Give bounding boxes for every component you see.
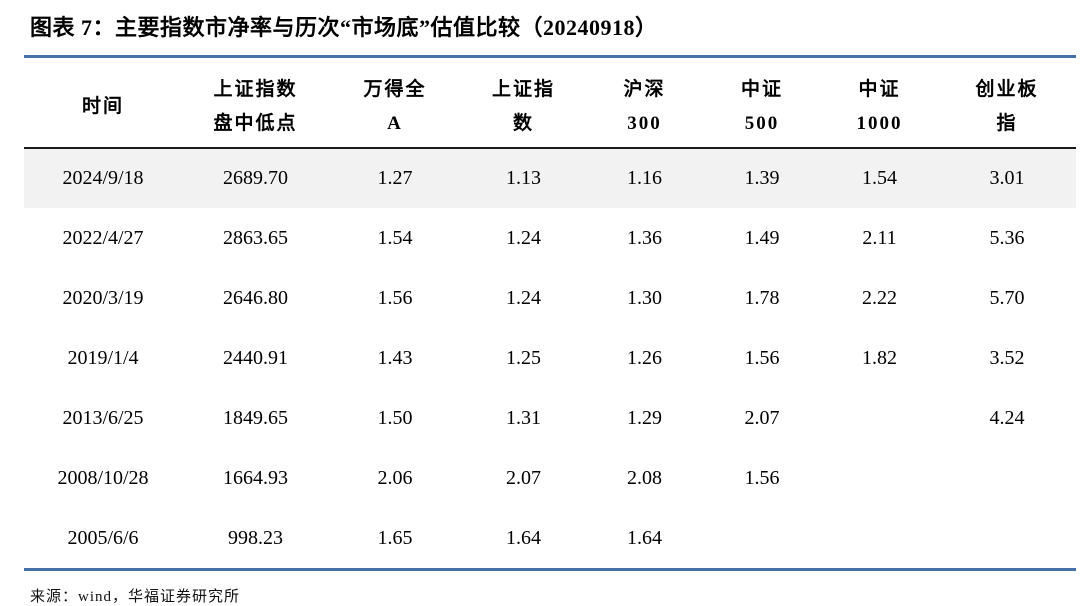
valuation-table: 时间 上证指数 盘中低点 万得全 A 上证指数沪深 300 中证 500 中证 1000 创业板指 2…: [24, 66, 1076, 568]
figure-title: 图表 7：主要指数市净率与历次“市场底”估值比较（20240918）: [30, 15, 658, 40]
value-cell: 1.54: [862, 167, 897, 189]
value-cell: 3.52: [989, 346, 1025, 369]
column-header: 中证 1000: [821, 66, 938, 149]
column-header-line: 中证: [740, 79, 783, 101]
value-cell: 1.49: [744, 226, 780, 249]
bottom-accent-rule: [24, 568, 1076, 571]
value-cell: 5.36: [989, 226, 1025, 249]
value-cell: [821, 388, 938, 448]
date-cell: 2005/6/6: [67, 526, 139, 549]
value-cell: 1.65: [377, 526, 413, 549]
table-row: 2024/9/18 2689.70 1.27 1.13 1.16 1.39 1.54 3.01: [24, 148, 1076, 208]
value-cell: 2689.70: [223, 167, 288, 189]
value-cell: 1.64: [627, 526, 662, 549]
value-cell: 1849.65: [223, 406, 288, 429]
value-cell: 1.39: [744, 167, 780, 189]
value-cell: 1.54: [377, 226, 413, 249]
column-header-line: 上证指数: [213, 79, 298, 101]
date-cell: 2024/9/18: [62, 167, 144, 189]
value-cell: [821, 448, 938, 508]
column-header: 时间: [24, 66, 182, 149]
value-cell: 1.27: [377, 167, 413, 189]
value-cell: 2.22: [862, 286, 897, 309]
value-cell: 1.29: [627, 406, 662, 429]
header-row: 时间 上证指数 盘中低点 万得全 A 上证指数沪深 300 中证 500 中证 1000 创业板指: [24, 66, 1076, 149]
table-body: 2024/9/18 2689.70 1.27 1.13 1.16 1.39 1.54 3.01…: [24, 148, 1076, 568]
value-cell: 4.24: [989, 406, 1025, 429]
value-cell: 1.13: [506, 167, 541, 189]
value-cell: 1.16: [627, 167, 662, 189]
table-row: 2008/10/28 1664.93 2.06 2.07 2.08 1.56: [24, 448, 1076, 508]
value-cell: 1664.93: [223, 466, 288, 489]
table-row: 2005/6/6 998.23 1.65 1.64 1.64: [24, 508, 1076, 568]
value-cell: [821, 508, 938, 568]
value-cell: 1.56: [744, 466, 780, 489]
column-header-line: 300: [627, 112, 662, 134]
value-cell: 1.64: [506, 526, 541, 549]
column-header: 上证指数: [461, 66, 586, 149]
column-header-line: 上证指: [491, 79, 555, 101]
value-cell: [703, 508, 821, 568]
value-cell: [938, 448, 1076, 508]
column-header-line: 指: [996, 112, 1018, 134]
date-cell: 2022/4/27: [62, 226, 144, 249]
column-header-line: 创业板: [975, 79, 1039, 101]
value-cell: 1.56: [377, 286, 413, 309]
column-header-line: 数: [512, 112, 534, 134]
value-cell: 998.23: [228, 526, 283, 549]
value-cell: 2.07: [506, 466, 541, 489]
value-cell: 1.26: [627, 346, 662, 369]
column-header: 沪深 300: [586, 66, 703, 149]
column-header-line: A: [387, 112, 403, 134]
top-accent-rule: [24, 55, 1076, 58]
value-cell: 2.06: [377, 466, 413, 489]
table-header: 时间 上证指数 盘中低点 万得全 A 上证指数沪深 300 中证 500 中证 1000 创业板指: [24, 66, 1076, 149]
column-header-line: 时间: [81, 95, 124, 117]
value-cell: 2863.65: [223, 226, 288, 249]
table-row: 2020/3/19 2646.80 1.56 1.24 1.30 1.78 2.22 5.70: [24, 268, 1076, 328]
date-cell: 2020/3/19: [62, 286, 144, 309]
value-cell: 5.70: [989, 286, 1025, 309]
value-cell: 2.11: [862, 226, 897, 249]
date-cell: 2013/6/25: [62, 406, 144, 429]
value-cell: 2.07: [744, 406, 780, 429]
value-cell: 1.24: [506, 226, 541, 249]
value-cell: 1.36: [627, 226, 662, 249]
column-header-line: 1000: [856, 112, 903, 134]
column-header-line: 中证: [858, 79, 901, 101]
value-cell: 1.56: [744, 346, 780, 369]
value-cell: [938, 508, 1076, 568]
value-cell: 2.08: [627, 466, 662, 489]
value-cell: 2440.91: [223, 346, 288, 369]
table-row: 2013/6/25 1849.65 1.50 1.31 1.29 2.07 4.24: [24, 388, 1076, 448]
column-header-line: 500: [744, 112, 780, 134]
table-row: 2019/1/4 2440.91 1.43 1.25 1.26 1.56 1.82 3.52: [24, 328, 1076, 388]
value-cell: 1.78: [744, 286, 780, 309]
date-cell: 2008/10/28: [57, 466, 149, 489]
value-cell: 1.30: [627, 286, 662, 309]
value-cell: 1.43: [377, 346, 413, 369]
value-cell: 1.24: [506, 286, 541, 309]
column-header-line: 沪深: [623, 79, 666, 101]
value-cell: 1.31: [506, 406, 541, 429]
column-header-line: 万得全: [363, 79, 427, 101]
value-cell: 1.50: [377, 406, 413, 429]
value-cell: 1.82: [862, 346, 897, 369]
date-cell: 2019/1/4: [67, 346, 139, 369]
column-header-line: 盘中低点: [213, 112, 298, 134]
column-header: 万得全 A: [329, 66, 461, 149]
column-header: 创业板指: [938, 66, 1076, 149]
value-cell: 3.01: [989, 167, 1025, 189]
column-header: 上证指数 盘中低点: [182, 66, 329, 149]
column-header: 中证 500: [703, 66, 821, 149]
source-note: 来源：wind，华福证券研究所: [30, 589, 241, 605]
table-row: 2022/4/27 2863.65 1.54 1.24 1.36 1.49 2.11 5.36: [24, 208, 1076, 268]
value-cell: 1.25: [506, 346, 541, 369]
value-cell: 2646.80: [223, 286, 288, 309]
